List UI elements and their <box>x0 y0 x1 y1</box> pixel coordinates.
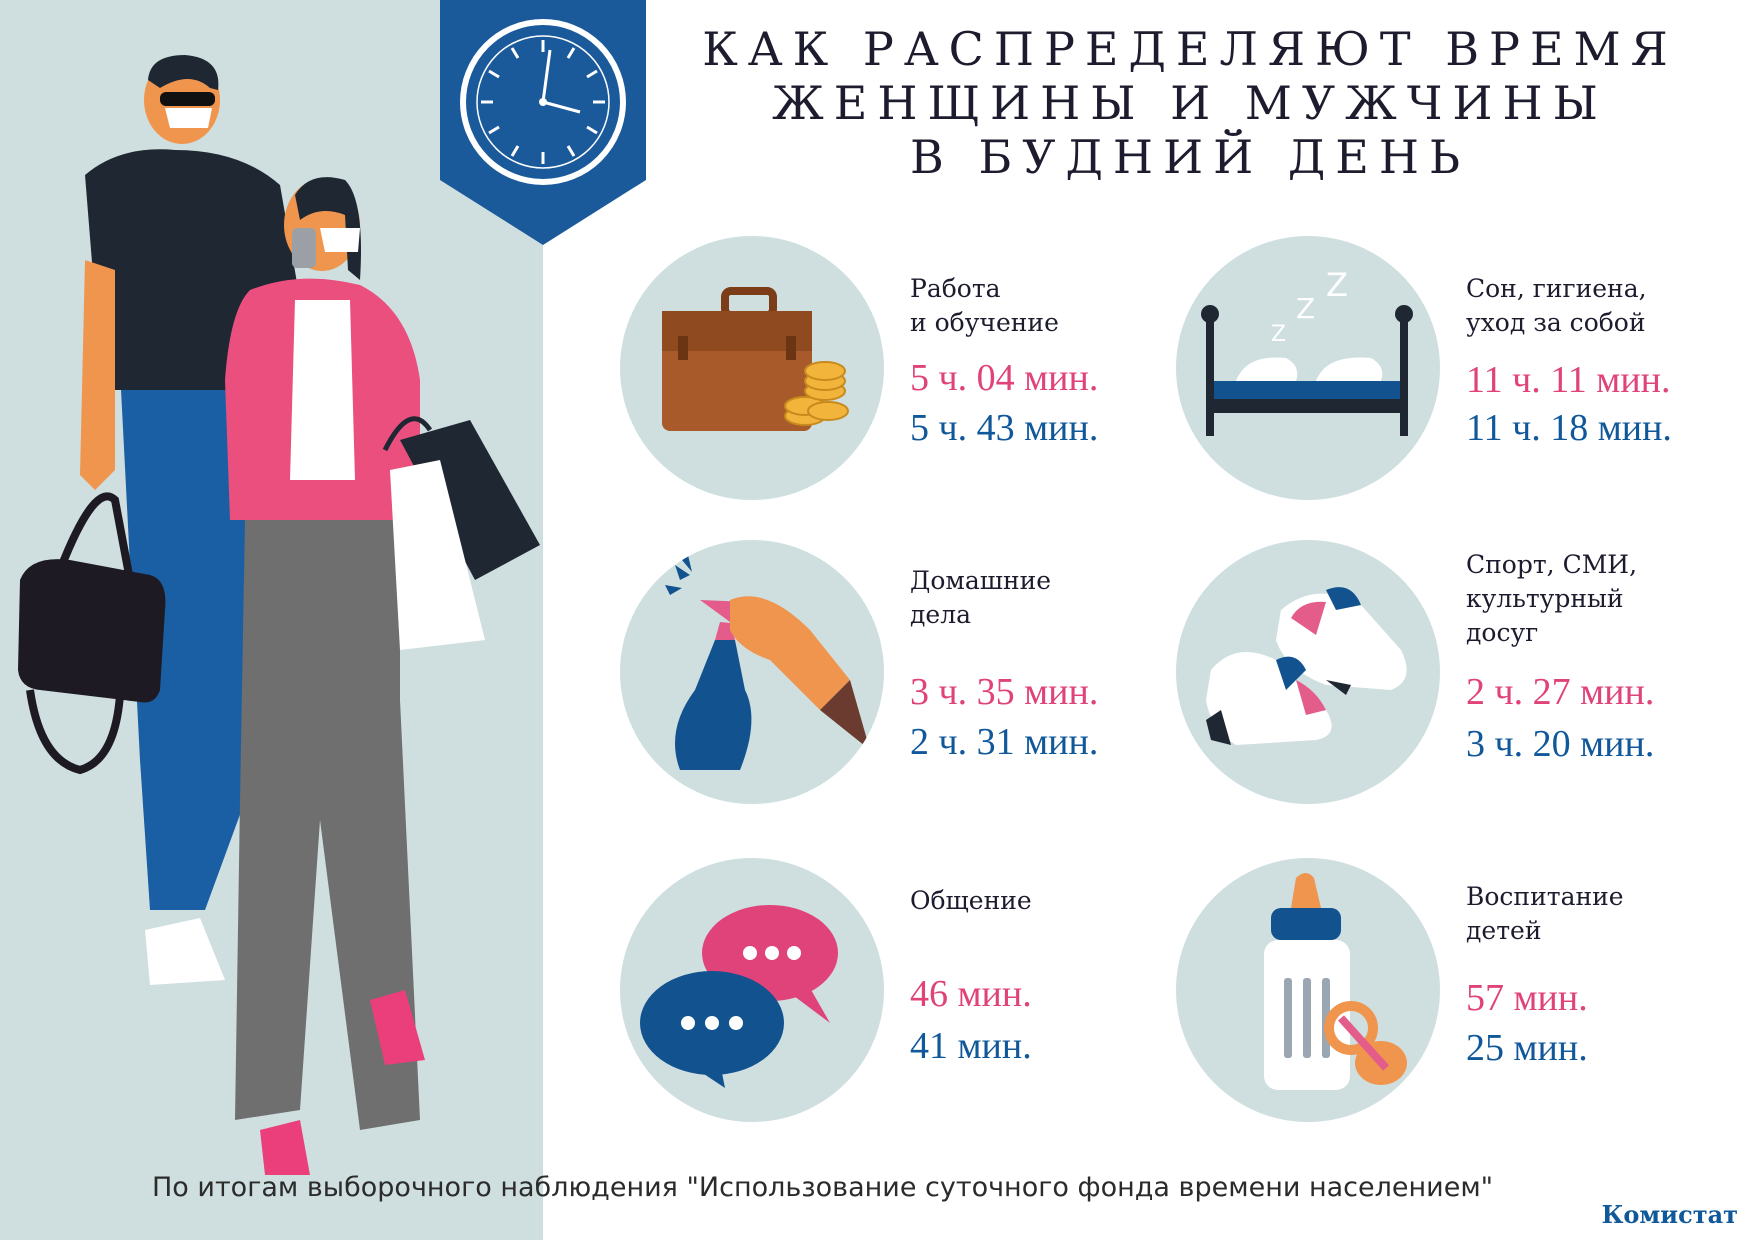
title-line-1: КАК РАСПРЕДЕЛЯЮТ ВРЕМЯ <box>702 22 1678 76</box>
label-sleep: Сон, гигиена, уход за собой <box>1466 274 1647 337</box>
baby-bottle-icon <box>1264 873 1407 1090</box>
people-illustration <box>18 55 540 1175</box>
bed-icon: Z Z Z <box>1201 266 1413 436</box>
category-circle-work <box>620 236 884 500</box>
svg-text:Z: Z <box>1296 292 1315 325</box>
chat-bubbles-icon <box>640 905 838 1088</box>
value-sport-men: 3 ч. 20 мин. <box>1466 723 1655 765</box>
spray-bottle-icon <box>665 555 870 770</box>
value-childcare-men: 25 мин. <box>1466 1027 1588 1069</box>
title-line-3: В БУДНИЙ ДЕНЬ <box>910 130 1470 184</box>
sneakers-icon <box>1206 587 1407 745</box>
svg-text:Z: Z <box>1326 266 1348 304</box>
page-title: КАК РАСПРЕДЕЛЯЮТ ВРЕМЯ ЖЕНЩИНЫ И МУЖЧИНЫ… <box>650 22 1730 184</box>
value-sleep-women: 11 ч. 11 мин. <box>1466 359 1671 401</box>
briefcase-icon <box>662 287 849 431</box>
category-circle-sport <box>1176 540 1440 804</box>
category-circle-household <box>620 540 884 804</box>
clock-icon <box>440 0 646 245</box>
svg-text:Z: Z <box>1271 322 1286 347</box>
value-communication-women: 46 мин. <box>910 973 1032 1015</box>
value-household-women: 3 ч. 35 мин. <box>910 671 1099 713</box>
label-work: Работа и обучение <box>910 274 1059 337</box>
value-sport-women: 2 ч. 27 мин. <box>1466 671 1655 713</box>
value-work-women: 5 ч. 04 мин. <box>910 357 1099 399</box>
label-household: Домашние дела <box>910 566 1052 629</box>
value-sleep-men: 11 ч. 18 мин. <box>1466 407 1672 449</box>
title-line-2: ЖЕНЩИНЫ И МУЖЧИНЫ <box>772 76 1608 130</box>
value-household-men: 2 ч. 31 мин. <box>910 721 1099 763</box>
label-childcare: Воспитание детей <box>1466 882 1624 945</box>
value-childcare-women: 57 мин. <box>1466 977 1588 1019</box>
label-sport: Спорт, СМИ, культурный досуг <box>1466 550 1638 647</box>
label-communication: Общение <box>910 886 1032 915</box>
value-work-men: 5 ч. 43 мин. <box>910 407 1099 449</box>
value-communication-men: 41 мин. <box>910 1025 1032 1067</box>
source-note: По итогам выборочного наблюдения "Исполь… <box>152 1172 1494 1203</box>
category-circle-childcare <box>1176 858 1440 1122</box>
category-circle-communication <box>620 858 884 1122</box>
brand-name: Комистат <box>1601 1200 1738 1229</box>
category-circle-sleep: Z Z Z <box>1176 236 1440 500</box>
